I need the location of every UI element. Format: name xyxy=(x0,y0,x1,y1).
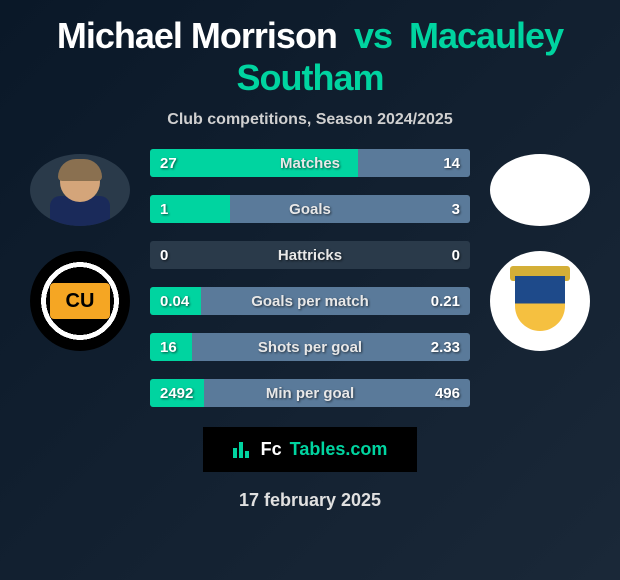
brand-tables: Tables.com xyxy=(290,439,388,460)
comparison-card: Michael Morrison vs Macauley Southam Clu… xyxy=(0,0,620,521)
club-badge-text: CU xyxy=(50,283,110,319)
stat-value-right: 3 xyxy=(452,201,460,218)
player1-avatar xyxy=(30,154,130,226)
stat-label: Min per goal xyxy=(266,385,354,402)
player1-column: CU xyxy=(20,149,140,351)
bar-chart-icon xyxy=(233,442,253,458)
comparison-title: Michael Morrison vs Macauley Southam xyxy=(20,15,600,99)
stat-value-right: 0 xyxy=(452,247,460,264)
stat-label: Goals xyxy=(289,201,331,218)
stat-row: 0 0 Hattricks xyxy=(150,241,470,269)
player2-column xyxy=(480,149,600,351)
stat-value-right: 496 xyxy=(435,385,460,402)
stat-value-right: 0.21 xyxy=(431,293,460,310)
stats-list: 27 14 Matches 1 3 Goals 0 0 Hattricks 0.04 0.21 Goa… xyxy=(140,149,480,407)
stat-row: 2492 496 Min per goal xyxy=(150,379,470,407)
vs-label: vs xyxy=(354,15,392,56)
player1-name: Michael Morrison xyxy=(57,15,337,56)
stat-value-left: 2492 xyxy=(160,385,193,402)
stat-value-left: 0 xyxy=(160,247,168,264)
stat-label: Shots per goal xyxy=(258,339,362,356)
stat-label: Hattricks xyxy=(278,247,342,264)
subtitle: Club competitions, Season 2024/2025 xyxy=(167,111,452,129)
player2-avatar xyxy=(490,154,590,226)
stat-bar-right xyxy=(230,195,470,223)
stat-value-right: 2.33 xyxy=(431,339,460,356)
date-label: 17 february 2025 xyxy=(239,490,381,511)
stat-value-left: 1 xyxy=(160,201,168,218)
brand-fc: Fc xyxy=(261,439,282,460)
player2-club-badge xyxy=(490,251,590,351)
player1-club-badge: CU xyxy=(30,251,130,351)
stat-value-right: 14 xyxy=(443,155,460,172)
stat-value-left: 27 xyxy=(160,155,177,172)
brand-logo: Fc Tables.com xyxy=(203,427,418,472)
stat-row: 1 3 Goals xyxy=(150,195,470,223)
main-panel: CU 27 14 Matches 1 3 Goals 0 0 Hattricks 0.04 0.21… xyxy=(20,149,600,407)
stat-label: Matches xyxy=(280,155,340,172)
stat-value-left: 0.04 xyxy=(160,293,189,310)
stat-row: 0.04 0.21 Goals per match xyxy=(150,287,470,315)
stat-row: 16 2.33 Shots per goal xyxy=(150,333,470,361)
stat-row: 27 14 Matches xyxy=(150,149,470,177)
stat-label: Goals per match xyxy=(251,293,369,310)
stat-value-left: 16 xyxy=(160,339,177,356)
